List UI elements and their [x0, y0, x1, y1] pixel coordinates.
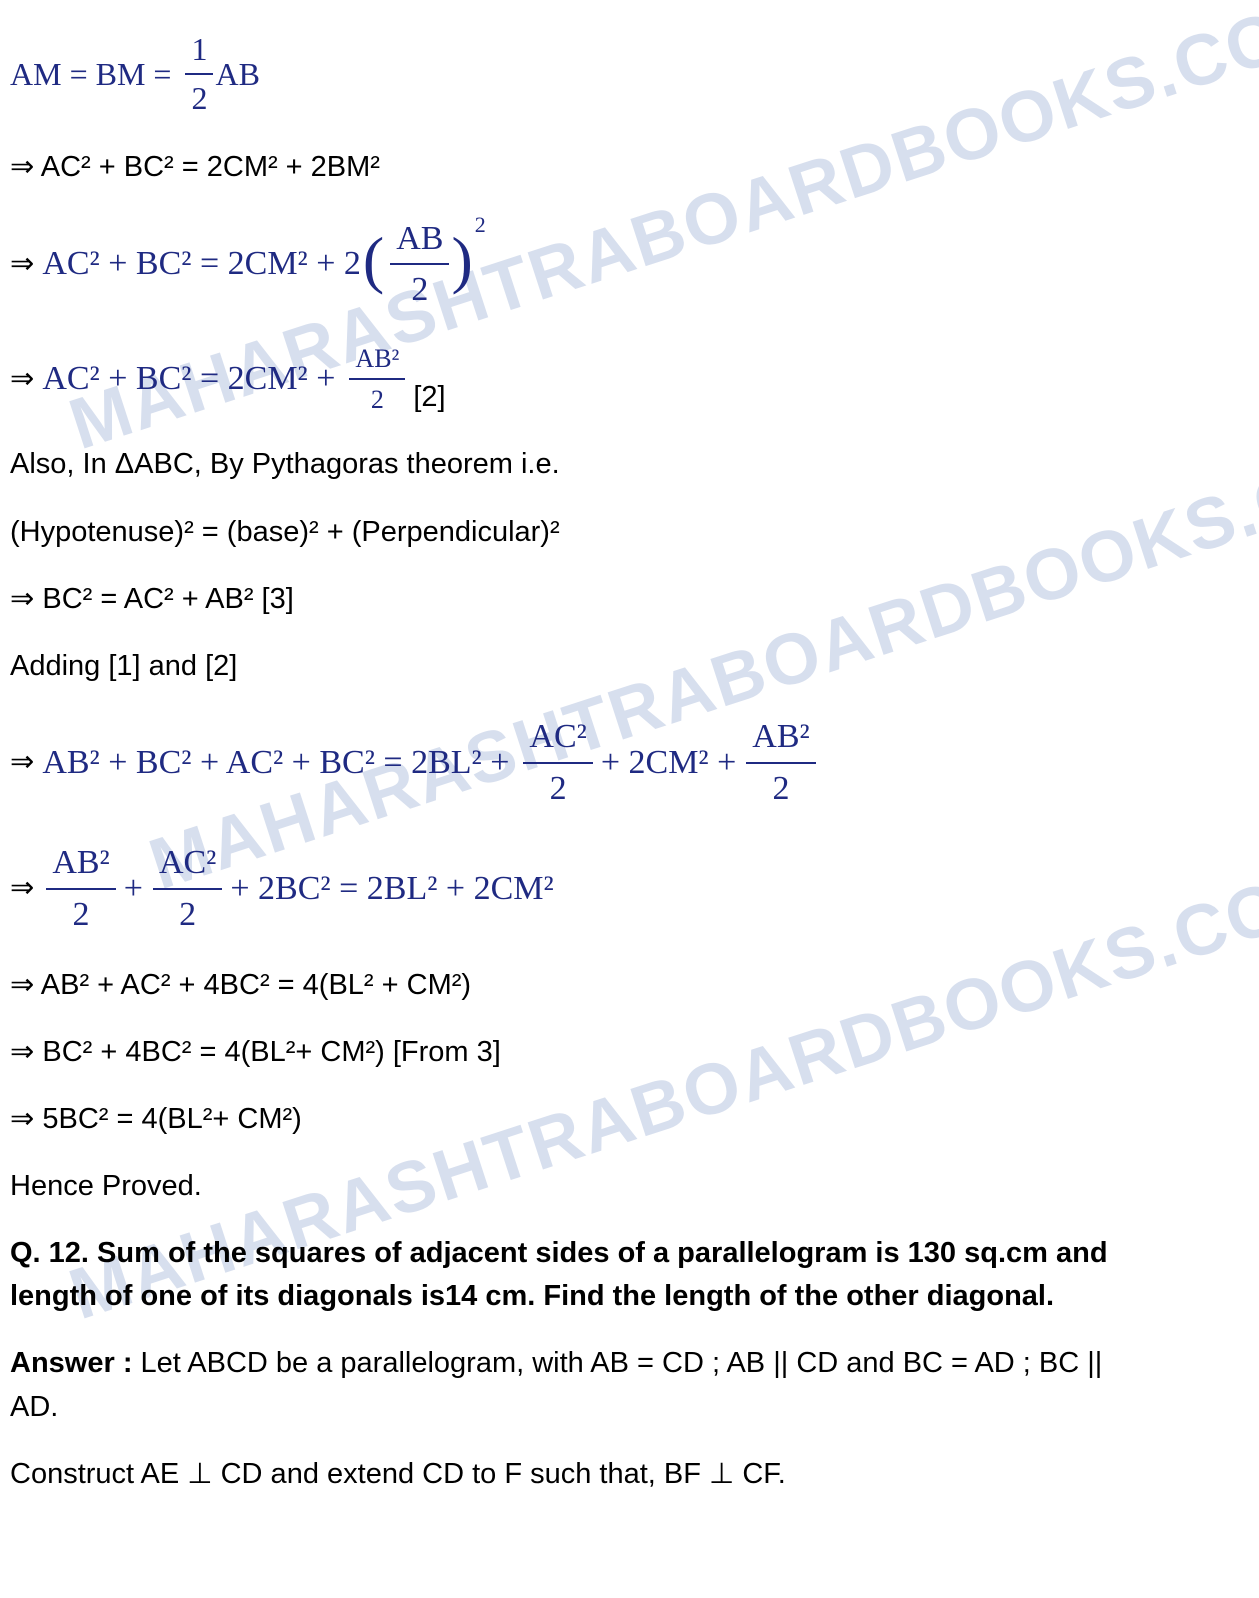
- frac-num: AB²: [746, 714, 815, 760]
- frac-bar: [153, 888, 222, 890]
- eq-am-bm: AM = BM = 1 2 AB: [10, 28, 1249, 120]
- frac-bar: [746, 762, 815, 764]
- frac-den: 2: [46, 892, 115, 938]
- frac-bar: [349, 378, 405, 380]
- fraction: 1 2: [185, 28, 213, 120]
- frac-bar: [523, 762, 592, 764]
- fraction: AB 2: [390, 216, 449, 314]
- frac-den: 2: [349, 382, 405, 417]
- frac-num: AC²: [523, 714, 592, 760]
- arrow: ⇒: [10, 245, 34, 284]
- eq-text: + 2BC² = 2BL² + 2CM²: [230, 866, 553, 912]
- eq-line-12: ⇒ BC² + 4BC² = 4(BL²+ CM²) [From 3]: [10, 1033, 1249, 1072]
- answer-text: Let ABCD be a parallelogram, with AB = C…: [141, 1347, 1103, 1379]
- frac-bar: [185, 73, 213, 75]
- eq-line-10: ⇒ AB² 2 + AC² 2 + 2BC² = 2BL² + 2CM²: [10, 840, 1249, 938]
- eq-tag: [2]: [413, 378, 445, 417]
- frac-bar: [46, 888, 115, 890]
- answer-label: Answer :: [10, 1347, 141, 1379]
- frac-num: AB²: [349, 341, 405, 376]
- eq-line-13: ⇒ 5BC² = 4(BL²+ CM²): [10, 1100, 1249, 1139]
- page: MAHARASHTRABOARDBOOKS.COM MAHARASHTRABOA…: [0, 0, 1259, 1598]
- eq-line-2: ⇒ AC² + BC² = 2CM² + 2BM²: [10, 148, 1249, 187]
- eq-line-11: ⇒ AB² + AC² + 4BC² = 4(BL² + CM²): [10, 966, 1249, 1005]
- fraction: AB² 2: [746, 714, 815, 812]
- paren-left: (: [363, 228, 384, 292]
- eq-line-7: ⇒ BC² = AC² + AB² [3]: [10, 580, 1249, 619]
- answer-line-1: Answer : Let ABCD be a parallelogram, wi…: [10, 1344, 1249, 1383]
- eq-text: + 2CM² +: [601, 740, 736, 786]
- text-line-5: Also, In ΔABC, By Pythagoras theorem i.e…: [10, 445, 1249, 484]
- fraction: AC² 2: [153, 840, 222, 938]
- text-proved: Hence Proved.: [10, 1167, 1249, 1206]
- frac-num: 1: [185, 28, 213, 71]
- eq-text: AC² + BC² = 2CM² + 2: [42, 241, 361, 287]
- arrow: ⇒: [10, 869, 34, 908]
- eq-line-3: ⇒ AC² + BC² = 2CM² + 2 ( AB 2 ) 2: [10, 216, 1249, 314]
- frac-num: AB: [390, 216, 449, 262]
- frac-bar: [390, 263, 449, 265]
- text-line-8: Adding [1] and [2]: [10, 647, 1249, 686]
- exponent: 2: [475, 210, 486, 240]
- text-line-6: (Hypotenuse)² = (base)² + (Perpendicular…: [10, 513, 1249, 552]
- eq-text: AB² + BC² + AC² + BC² = 2BL² +: [42, 740, 509, 786]
- arrow: ⇒: [10, 743, 34, 782]
- eq-text: AM = BM =: [10, 53, 171, 96]
- frac-den: 2: [390, 267, 449, 313]
- frac-num: AC²: [153, 840, 222, 886]
- fraction: AB² 2: [46, 840, 115, 938]
- question-12-line1: Q. 12. Sum of the squares of adjacent si…: [10, 1234, 1249, 1273]
- eq-text: AC² + BC² = 2CM² +: [42, 356, 335, 402]
- frac-den: 2: [523, 766, 592, 812]
- construct-line: Construct AE ⊥ CD and extend CD to F suc…: [10, 1455, 1249, 1494]
- eq-line-4: ⇒ AC² + BC² = 2CM² + AB² 2 [2]: [10, 341, 1249, 417]
- question-12-line2: length of one of its diagonals is14 cm. …: [10, 1277, 1249, 1316]
- frac-den: 2: [185, 77, 213, 120]
- eq-line-9: ⇒ AB² + BC² + AC² + BC² = 2BL² + AC² 2 +…: [10, 714, 1249, 812]
- fraction: AC² 2: [523, 714, 592, 812]
- frac-num: AB²: [46, 840, 115, 886]
- eq-text: AB: [215, 53, 259, 96]
- frac-den: 2: [746, 766, 815, 812]
- answer-line-2: AD.: [10, 1388, 1249, 1427]
- fraction: AB² 2: [349, 341, 405, 417]
- paren-right: ): [451, 228, 472, 292]
- arrow: ⇒: [10, 360, 34, 399]
- frac-den: 2: [153, 892, 222, 938]
- plus: +: [124, 866, 143, 912]
